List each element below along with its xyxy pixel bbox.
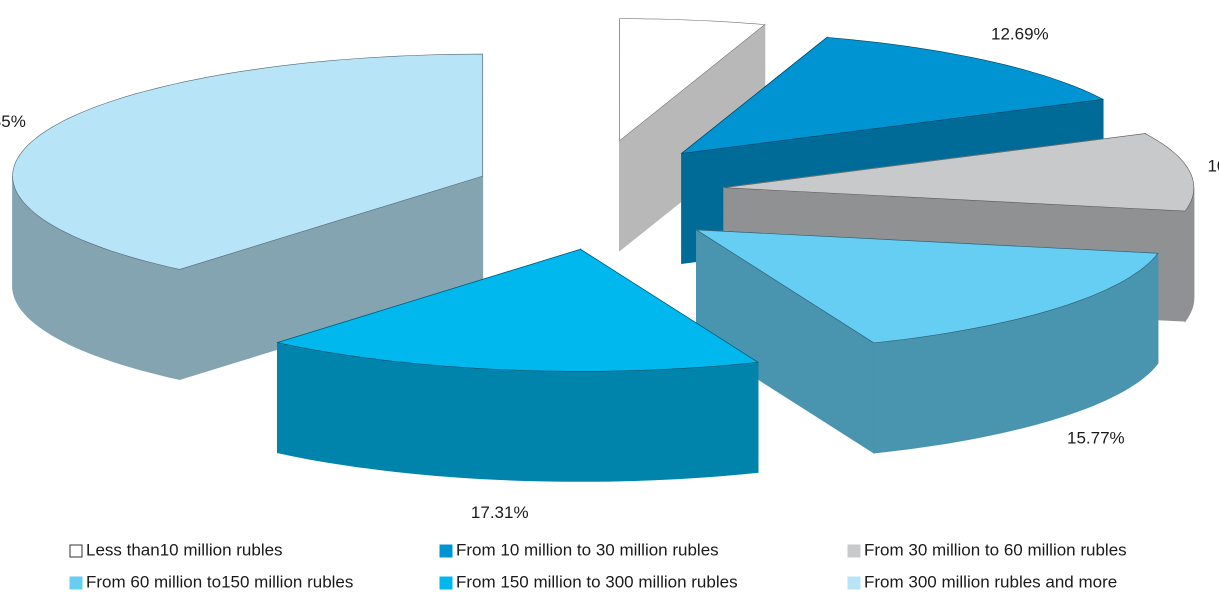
data-label: 17.31%: [471, 503, 529, 522]
slice: [723, 133, 1195, 212]
legend-swatch: [439, 576, 453, 590]
legend-label: From 30 million to 60 million rubles: [864, 540, 1127, 559]
legend-swatch: [439, 544, 453, 558]
legend-label: From 10 million to 30 million rubles: [456, 540, 719, 559]
data-label: 15.77%: [1067, 429, 1125, 448]
legend-swatch: [847, 576, 861, 590]
legend-swatch: [847, 544, 861, 558]
slice: [695, 229, 1159, 344]
slice: [12, 53, 483, 270]
legend-swatch: [69, 576, 83, 590]
legend-label: From 150 million to 300 million rubles: [456, 572, 738, 591]
legend-label: From 60 million to150 million rubles: [86, 572, 353, 591]
data-label: 10.38%: [1207, 156, 1219, 175]
slice: [680, 37, 1105, 154]
slice: [619, 18, 766, 142]
slice: [276, 248, 759, 372]
legend-swatch: [69, 544, 83, 558]
data-label: 12.69%: [991, 25, 1049, 44]
data-label: 38.85%: [0, 112, 26, 131]
legend-label: Less than10 million rubles: [86, 540, 283, 559]
legend-label: From 300 million rubles and more: [864, 572, 1117, 591]
